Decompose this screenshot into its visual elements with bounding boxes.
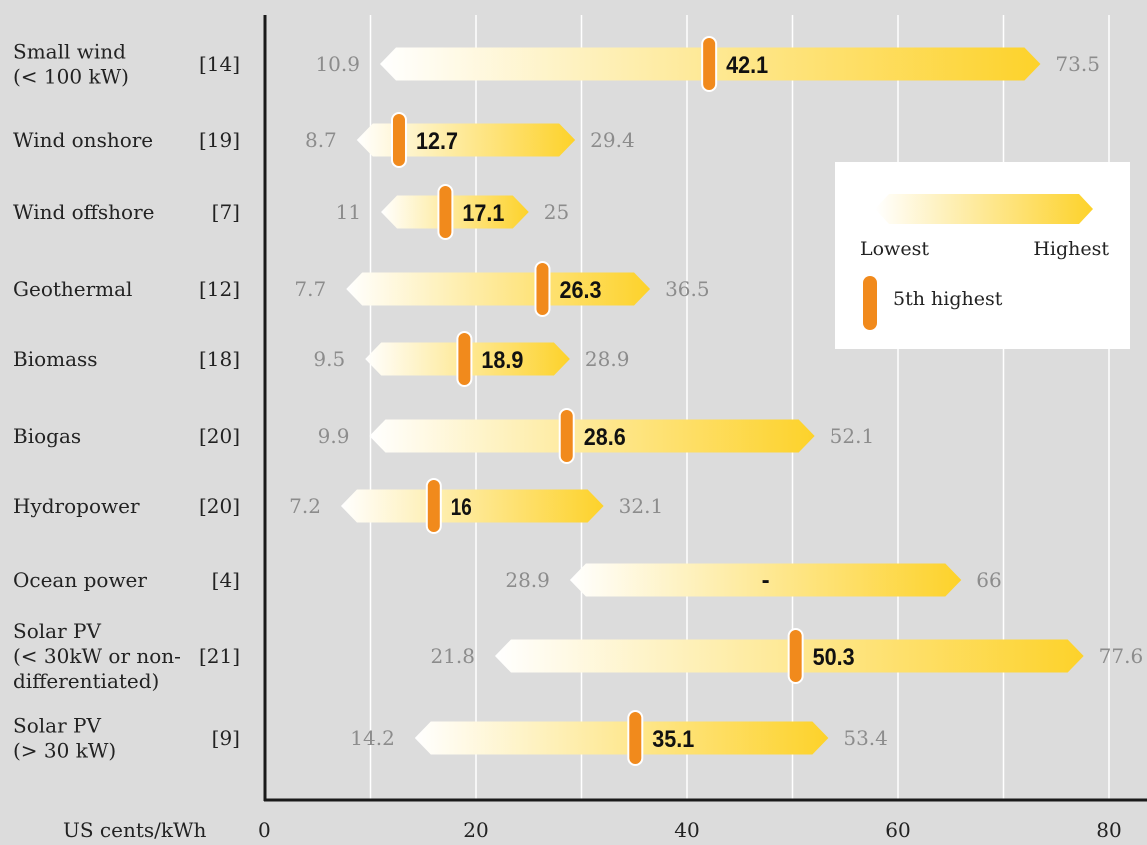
max-value-label: 32.1 <box>619 494 664 518</box>
fifth-highest-marker <box>534 261 551 317</box>
range-bar <box>369 419 815 453</box>
category-row: Hydropower [20] 7.2 32.1 16 <box>13 478 664 534</box>
fifth-highest-marker <box>425 478 442 534</box>
category-label: Small wind (< 100 kW) <box>13 40 129 89</box>
sample-count: [18] <box>199 347 240 371</box>
sample-count: [20] <box>199 494 240 518</box>
fifth-highest-value: 12.7 <box>416 128 458 155</box>
category-row: Solar PV (< 30kW or non-differentiated) [2… <box>13 619 1143 693</box>
sample-count: [12] <box>199 277 240 301</box>
range-bar <box>340 489 604 523</box>
fifth-highest-marker <box>627 710 644 766</box>
bar-rows: Small wind (< 100 kW) [14] 10.9 73.5 42.1 Wind… <box>13 36 1143 766</box>
fifth-highest-value: 26.3 <box>559 277 601 304</box>
range-bar <box>414 721 829 755</box>
category-label: Solar PV (< 30kW or non-differentiated) <box>13 619 181 693</box>
legend-highest-label: Highest <box>1033 238 1109 260</box>
sample-count: [14] <box>199 52 240 76</box>
category-row: Small wind (< 100 kW) [14] 10.9 73.5 42.1 <box>13 36 1100 92</box>
max-value-label: 28.9 <box>585 347 630 371</box>
max-value-label: 66 <box>976 568 1001 592</box>
legend-box <box>835 162 1130 349</box>
max-value-label: 73.5 <box>1055 52 1100 76</box>
sample-count: [21] <box>199 644 240 668</box>
fifth-highest-marker <box>437 184 454 240</box>
sample-count: [7] <box>212 200 240 224</box>
min-value-label: 10.9 <box>315 52 360 76</box>
sample-count: [20] <box>199 424 240 448</box>
max-value-label: 25 <box>544 200 569 224</box>
fifth-highest-marker <box>701 36 718 92</box>
min-value-label: 21.8 <box>430 644 475 668</box>
min-value-label: 7.7 <box>294 277 326 301</box>
fifth-highest-value: 18.9 <box>481 347 523 374</box>
range-bar <box>569 563 962 597</box>
category-label: Hydropower <box>13 494 140 518</box>
fifth-highest-value: 35.1 <box>652 726 694 753</box>
legend-gradient-bar <box>875 194 1093 224</box>
category-label: Wind offshore <box>13 200 154 224</box>
fifth-highest-marker <box>787 628 804 684</box>
category-label: Wind onshore <box>13 128 153 152</box>
category-label: Biogas <box>13 424 81 448</box>
min-value-label: 8.7 <box>305 128 337 152</box>
min-value-label: 9.9 <box>318 424 350 448</box>
max-value-label: 77.6 <box>1099 644 1144 668</box>
category-row: Biomass [18] 9.5 28.9 18.9 <box>13 331 630 387</box>
x-tick-label: 40 <box>674 818 699 842</box>
fifth-highest-value: - <box>762 567 770 594</box>
x-axis-label: US cents/kWh <box>63 818 207 842</box>
fifth-highest-marker <box>558 408 575 464</box>
fifth-highest-value: 17.1 <box>462 200 504 227</box>
x-tick-label: 80 <box>1096 818 1121 842</box>
range-bar <box>356 123 576 157</box>
fifth-highest-value: 16 <box>451 494 472 521</box>
category-row: Wind onshore [19] 8.7 29.4 12.7 <box>13 112 635 168</box>
x-tick-label: 0 <box>258 818 271 842</box>
sample-count: [9] <box>212 726 240 750</box>
range-bar <box>346 272 651 306</box>
legend-marker <box>863 276 877 330</box>
legend-marker-label: 5th highest <box>893 288 1003 310</box>
min-value-label: 28.9 <box>505 568 550 592</box>
fifth-highest-marker <box>390 112 407 168</box>
category-row: Ocean power [4] 28.9 66 - <box>13 563 1002 597</box>
max-value-label: 36.5 <box>665 277 710 301</box>
max-value-label: 53.4 <box>843 726 888 750</box>
category-label: Biomass <box>13 347 98 371</box>
fifth-highest-value: 28.6 <box>584 424 626 451</box>
legend: Lowest Highest 5th highest <box>835 162 1130 349</box>
fifth-highest-marker <box>456 331 473 387</box>
sample-count: [19] <box>199 128 240 152</box>
sample-count: [4] <box>212 568 240 592</box>
x-tick-labels: 0 20 40 60 80 <box>258 818 1122 842</box>
range-bar <box>381 195 529 229</box>
min-value-label: 9.5 <box>313 347 345 371</box>
category-label: Solar PV (> 30 kW) <box>13 714 116 763</box>
category-label: Ocean power <box>13 568 147 592</box>
category-row: Solar PV (> 30 kW) [9] 14.2 53.4 35.1 <box>13 710 888 766</box>
category-row: Geothermal [12] 7.7 36.5 26.3 <box>13 261 710 317</box>
category-row: Wind offshore [7] 11 25 17.1 <box>13 184 569 240</box>
fifth-highest-value: 50.3 <box>813 644 855 671</box>
axes <box>263 15 1147 802</box>
category-label: Geothermal <box>13 277 132 301</box>
fifth-highest-value: 42.1 <box>726 52 768 79</box>
min-value-label: 11 <box>336 200 361 224</box>
category-row: Biogas [20] 9.9 52.1 28.6 <box>13 408 875 464</box>
max-value-label: 52.1 <box>830 424 875 448</box>
x-tick-label: 60 <box>885 818 910 842</box>
min-value-label: 7.2 <box>289 494 321 518</box>
min-value-label: 14.2 <box>350 726 395 750</box>
x-tick-label: 20 <box>463 818 488 842</box>
max-value-label: 29.4 <box>590 128 635 152</box>
legend-lowest-label: Lowest <box>860 238 929 260</box>
